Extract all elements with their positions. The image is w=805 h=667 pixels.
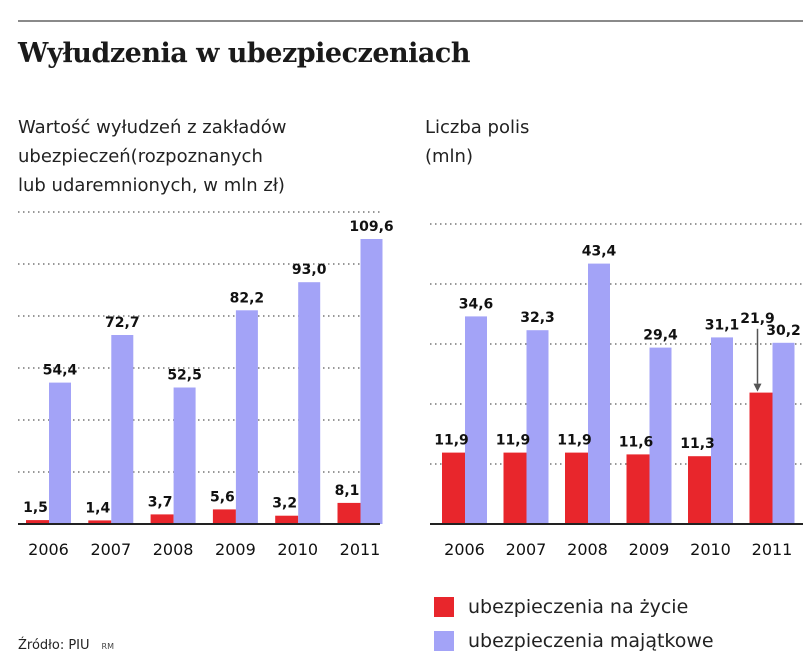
right-label-life-2010: 11,3 [680, 436, 715, 452]
right-tick-2010: 2010 [690, 540, 731, 559]
right-label-property-2007: 32,3 [520, 310, 555, 326]
left-bar-life-2008 [150, 514, 174, 524]
left-label-life-2006: 1,5 [23, 500, 48, 516]
left-tick-2006: 2006 [28, 540, 69, 559]
right-label-property-2006: 34,6 [459, 296, 494, 312]
right-label-life-2006: 11,9 [434, 433, 469, 449]
right-label-life-2009: 11,6 [619, 434, 654, 450]
left-tick-2007: 2007 [90, 540, 131, 559]
left-bar-property-2007 [111, 335, 134, 524]
left-label-life-2011: 8,1 [335, 483, 360, 499]
right-tick-2007: 2007 [506, 540, 547, 559]
left-label-property-2006: 54,4 [43, 363, 78, 379]
left-label-life-2010: 3,2 [272, 496, 297, 512]
left-tick-2011: 2011 [340, 540, 381, 559]
right-label-property-2010: 31,1 [705, 317, 740, 333]
right-bar-life-2011 [749, 392, 773, 524]
right-tick-2006: 2006 [444, 540, 485, 559]
right-bar-life-2010 [688, 456, 711, 524]
left-chart-title: Wartość wyłudzeń z zakładów ubezpieczeń(… [18, 113, 388, 200]
right-bar-life-2009 [626, 454, 650, 524]
right-tick-2008: 2008 [567, 540, 608, 559]
legend-swatch-life [434, 597, 454, 617]
right-bar-property-2011 [772, 342, 795, 524]
left-label-property-2009: 82,2 [230, 290, 265, 306]
right-label-life-2007: 11,9 [496, 433, 531, 449]
legend-label-property: ubezpieczenia majątkowe [468, 630, 714, 652]
legend: ubezpieczenia na życie ubezpieczenia maj… [434, 590, 714, 658]
right-label-life-2011: 21,9 [740, 311, 775, 327]
right-bar-life-2007 [503, 452, 527, 524]
left-bar-property-2010 [298, 282, 321, 524]
left-label-life-2008: 3,7 [148, 494, 173, 510]
legend-swatch-property [434, 631, 454, 651]
right-label-property-2009: 29,4 [643, 328, 678, 344]
right-bar-property-2010 [711, 337, 733, 524]
right-chart-title-line: Liczba polis [425, 117, 530, 138]
legend-item-property: ubezpieczenia majątkowe [434, 624, 714, 658]
left-chart-title-line: ubezpieczeń(rozpoznanych [18, 146, 263, 167]
source-text: Źródło: PIU [18, 638, 90, 653]
left-label-property-2008: 52,5 [167, 368, 202, 384]
left-bar-life-2006 [26, 520, 49, 524]
right-label-property-2008: 43,4 [582, 244, 617, 260]
source-note: Źródło: PIU RM [18, 638, 114, 653]
left-tick-2010: 2010 [277, 540, 318, 559]
page-title: Wyłudzenia w ubezpieczeniach [18, 38, 471, 69]
left-bar-life-2009 [212, 509, 236, 524]
right-tick-2009: 2009 [629, 540, 670, 559]
left-label-property-2010: 93,0 [292, 262, 327, 278]
right-bar-life-2006 [442, 452, 465, 524]
right-label-property-2011: 30,2 [766, 323, 801, 339]
source-mark: RM [101, 642, 114, 651]
right-bar-property-2009 [649, 347, 672, 524]
left-bar-life-2011 [337, 502, 361, 524]
right-callout-arrow [753, 383, 762, 392]
left-label-property-2007: 72,7 [105, 315, 140, 331]
right-chart-title: Liczba polis (mln) [425, 113, 625, 171]
left-chart-title-line: lub udaremnionych, w mln zł) [18, 175, 285, 196]
top-rule [18, 20, 803, 22]
left-chart-title-line: Wartość wyłudzeń z zakładów [18, 117, 287, 138]
left-bar-property-2009 [235, 310, 258, 524]
left-bar-life-2010 [275, 515, 299, 524]
right-chart-title-line: (mln) [425, 146, 473, 167]
right-label-life-2008: 11,9 [557, 433, 592, 449]
left-bar-property-2008 [173, 387, 196, 524]
right-bar-property-2008 [588, 263, 610, 524]
legend-item-life: ubezpieczenia na życie [434, 590, 714, 624]
right-bar-life-2008 [565, 452, 588, 524]
left-label-property-2011: 109,6 [349, 219, 393, 235]
right-tick-2011: 2011 [752, 540, 793, 559]
left-bar-property-2006 [49, 382, 71, 524]
right-bar-property-2007 [526, 330, 549, 524]
left-tick-2009: 2009 [215, 540, 256, 559]
right-bar-property-2006 [465, 316, 487, 524]
left-bar-property-2011 [360, 239, 383, 524]
left-label-life-2009: 5,6 [210, 489, 235, 505]
left-bar-life-2007 [88, 520, 112, 524]
left-tick-2008: 2008 [153, 540, 194, 559]
legend-label-life: ubezpieczenia na życie [468, 596, 689, 618]
left-label-life-2007: 1,4 [85, 500, 110, 516]
